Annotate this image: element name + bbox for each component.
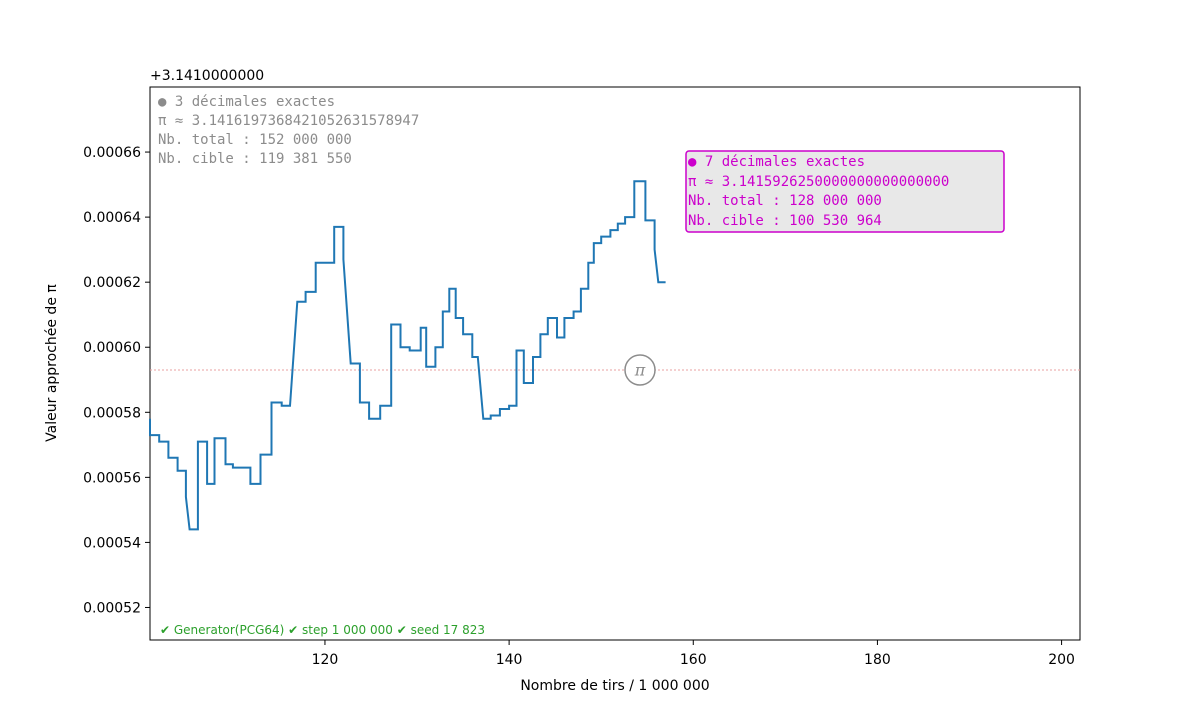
x-axis-ticks: 120 140 160 180 200 bbox=[312, 640, 1075, 668]
x-tick-label: 180 bbox=[864, 652, 891, 668]
x-tick-label: 160 bbox=[680, 652, 707, 668]
pi-marker: π bbox=[624, 354, 656, 386]
best-annotation-line-1: ● 7 décimales exactes bbox=[688, 154, 865, 170]
series-line-0 bbox=[149, 180, 666, 531]
current-annotation-line-1: ● 3 décimales exactes bbox=[158, 94, 335, 110]
y-tick-label: 0.00056 bbox=[83, 470, 141, 486]
current-annotation-line-4: Nb. cible : 119 381 550 bbox=[158, 151, 352, 167]
y-tick-label: 0.00058 bbox=[83, 405, 141, 421]
series-layer bbox=[149, 180, 666, 531]
x-axis-label: Nombre de tirs / 1 000 000 bbox=[520, 678, 709, 694]
current-estimate-annotation: ● 3 décimales exactes π ≈ 3.141619736842… bbox=[158, 94, 419, 167]
y-tick-label: 0.00052 bbox=[83, 600, 141, 616]
best-annotation-line-2: π ≈ 3.1415926250000000000000000 bbox=[688, 174, 949, 190]
current-annotation-line-3: Nb. total : 152 000 000 bbox=[158, 132, 352, 148]
y-tick-label: 0.00060 bbox=[83, 340, 141, 356]
x-tick-label: 140 bbox=[496, 652, 523, 668]
best-annotation-line-3: Nb. total : 128 000 000 bbox=[688, 193, 882, 209]
best-annotation-line-4: Nb. cible : 100 530 964 bbox=[688, 213, 882, 229]
y-offset-label: +3.1410000000 bbox=[150, 68, 264, 84]
best-annotation-box bbox=[685, 150, 1005, 233]
x-tick-label: 200 bbox=[1048, 652, 1075, 668]
y-tick-label: 0.00064 bbox=[83, 210, 141, 226]
current-annotation-line-2: π ≈ 3.1416197368421052631578947 bbox=[158, 113, 419, 129]
pi-marker-label: π bbox=[634, 361, 646, 380]
best-estimate-annotation: ● 7 décimales exactes π ≈ 3.141592625000… bbox=[685, 150, 1005, 233]
y-tick-label: 0.00066 bbox=[83, 145, 141, 161]
y-tick-label: 0.00054 bbox=[83, 535, 141, 551]
generator-footer: ✔ Generator(PCG64) ✔ step 1 000 000 ✔ se… bbox=[160, 623, 485, 637]
x-tick-label: 120 bbox=[312, 652, 339, 668]
y-tick-label: 0.00062 bbox=[83, 275, 141, 291]
y-axis-label: Valeur approchée de π bbox=[44, 284, 60, 442]
y-axis-ticks: 0.00052 0.00054 0.00056 0.00058 0.00060 0.000… bbox=[83, 145, 150, 616]
